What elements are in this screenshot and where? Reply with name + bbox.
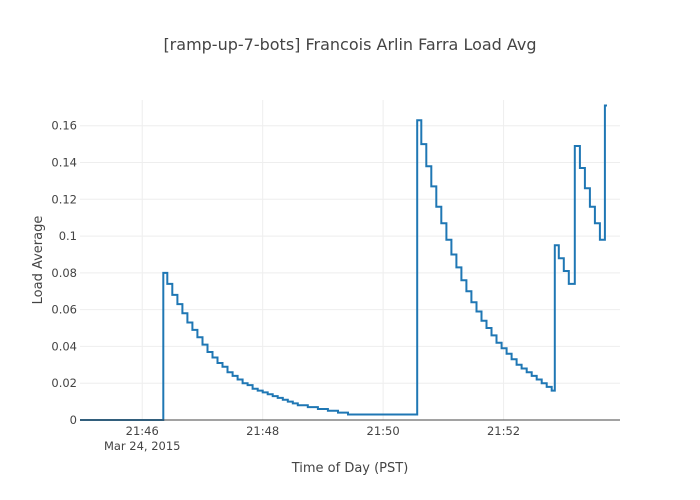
y-tick-label: 0.02 [51,376,77,390]
y-tick-label: 0.06 [51,303,77,317]
x-tick-label: 21:50 [367,424,400,438]
x-tick-label: 21:52 [487,424,520,438]
y-tick-label: 0.04 [51,339,77,353]
gridlines [80,100,620,420]
x-tick-label: 21:48 [246,424,279,438]
series-layer [80,104,607,421]
x-tick-label: 21:46 [126,424,159,438]
plot-background [80,100,620,420]
y-tick-label: 0.16 [51,119,77,133]
y-tick-label: 0.08 [51,266,77,280]
y-tick-label: 0.12 [51,192,77,206]
y-tick-label: 0 [70,413,77,427]
y-axis-ticks: 0 0.02 0.04 0.06 0.08 0.1 0.12 0.14 0.16 [51,119,77,427]
chart-title: [ramp-up-7-bots] Francois Arlin Farra Lo… [163,35,536,54]
series-line-1 [80,104,607,421]
y-tick-label: 0.1 [59,229,77,243]
y-tick-label: 0.14 [51,156,77,170]
y-axis-title: Load Average [31,216,46,305]
x-tick-date-label: Mar 24, 2015 [104,439,181,453]
x-axis-title: Time of Day (PST) [291,461,409,476]
